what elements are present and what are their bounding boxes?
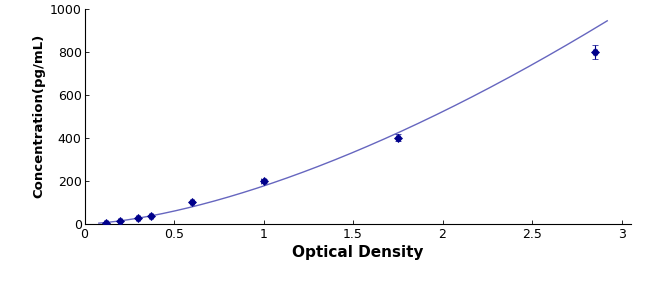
Y-axis label: Concentration(pg/mL): Concentration(pg/mL) bbox=[32, 34, 46, 198]
X-axis label: Optical Density: Optical Density bbox=[292, 245, 423, 260]
